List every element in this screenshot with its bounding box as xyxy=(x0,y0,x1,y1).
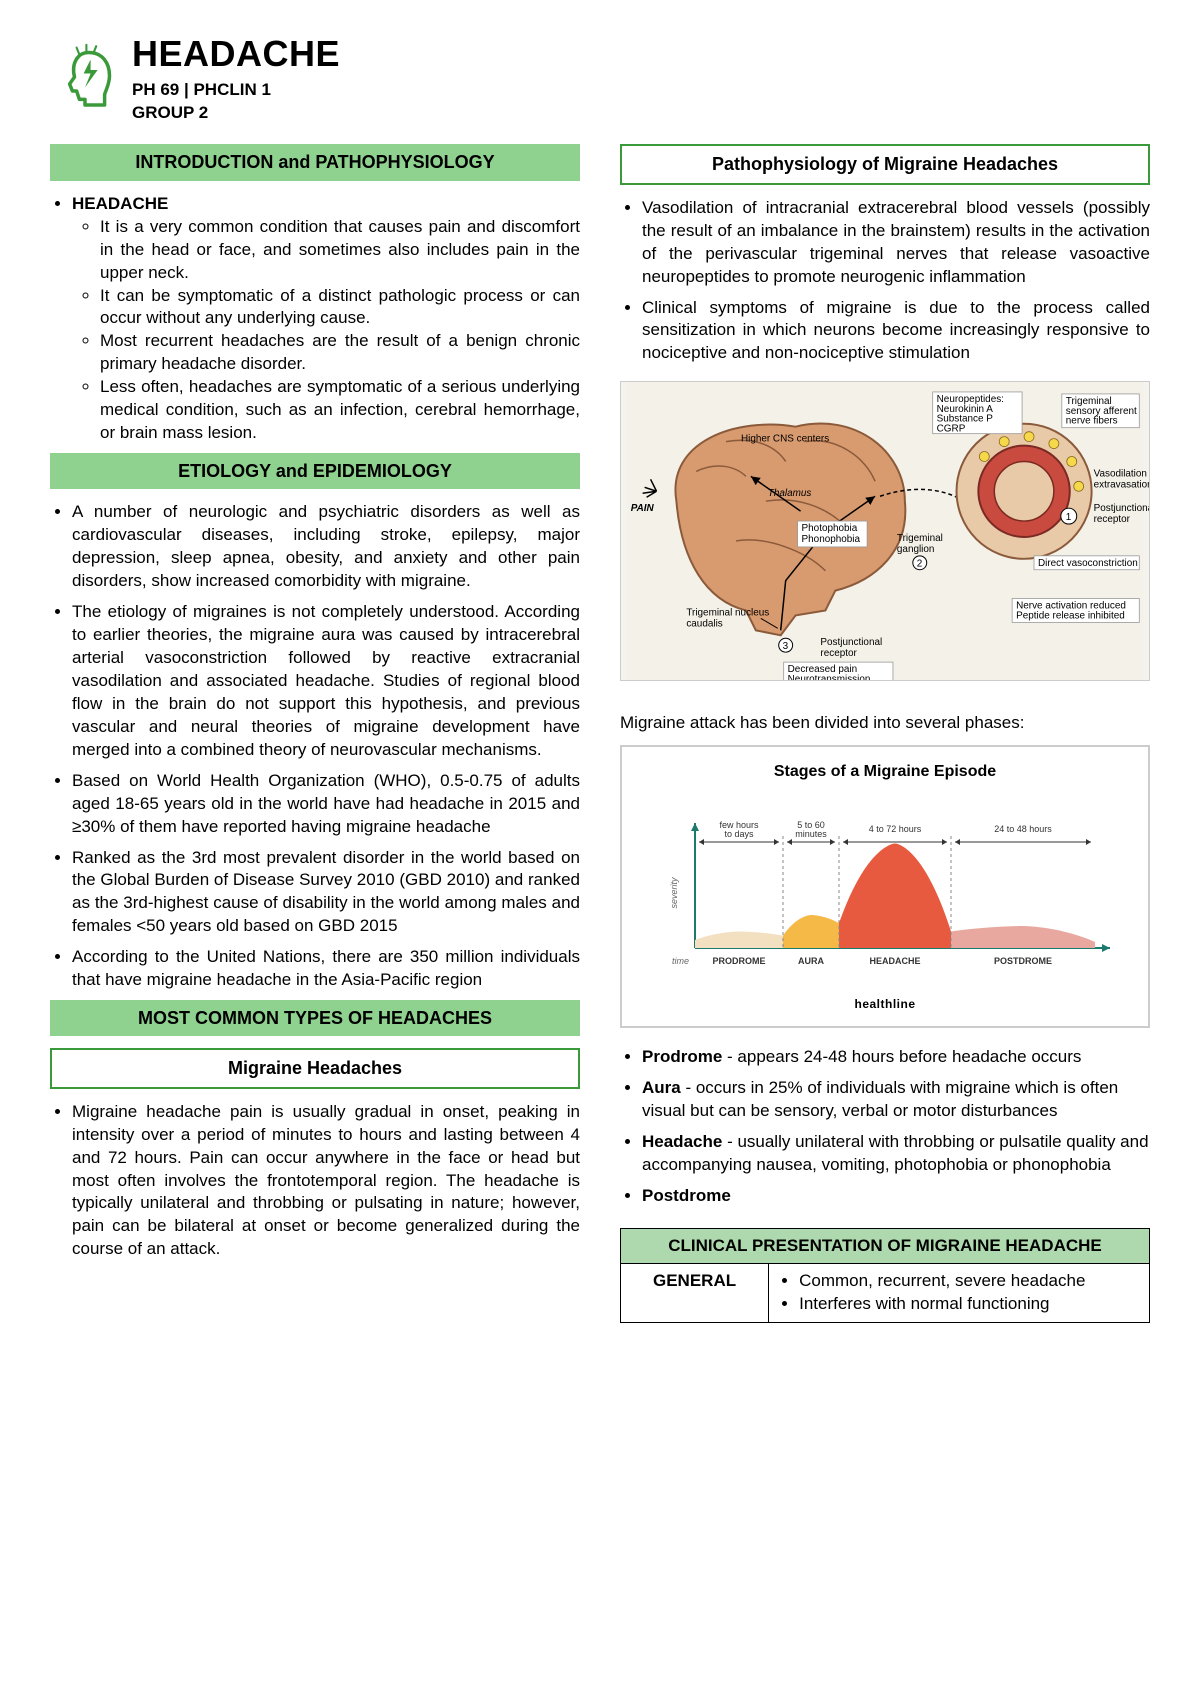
table-row-content: Common, recurrent, severe headacheInterf… xyxy=(769,1264,1150,1323)
svg-text:Neurotransmission: Neurotransmission xyxy=(788,674,871,681)
head-lightning-icon xyxy=(50,42,120,112)
table-row-label: GENERAL xyxy=(621,1264,769,1323)
list-item: Interferes with normal functioning xyxy=(799,1293,1139,1316)
list-item: Vasodilation of intracranial extracerebr… xyxy=(642,197,1150,289)
svg-text:24 to 48 hours: 24 to 48 hours xyxy=(994,824,1052,834)
svg-text:caudalis: caudalis xyxy=(686,619,722,630)
svg-text:Postjunctional: Postjunctional xyxy=(820,638,882,649)
phase-item: Prodrome - appears 24-48 hours before he… xyxy=(642,1046,1150,1069)
svg-text:Phonophobia: Phonophobia xyxy=(802,534,861,545)
svg-text:Vasodilation: Vasodilation xyxy=(1094,469,1147,480)
section-common-types: MOST COMMON TYPES OF HEADACHES xyxy=(50,1000,580,1036)
svg-text:AURA: AURA xyxy=(798,956,824,966)
svg-text:to days: to days xyxy=(724,829,754,839)
stages-caption: Migraine attack has been divided into se… xyxy=(620,712,1150,735)
headache-heading: HEADACHE xyxy=(72,194,168,213)
svg-text:1: 1 xyxy=(1066,512,1072,523)
svg-text:time: time xyxy=(672,956,689,966)
phase-item: Aura - occurs in 25% of individuals with… xyxy=(642,1077,1150,1123)
list-item: Clinical symptoms of migraine is due to … xyxy=(642,297,1150,366)
svg-text:ganglion: ganglion xyxy=(897,544,935,555)
svg-text:Thalamus: Thalamus xyxy=(768,489,812,500)
svg-text:Direct vasoconstriction: Direct vasoconstriction xyxy=(1038,558,1138,569)
list-item: It is a very common condition that cause… xyxy=(100,216,580,285)
left-column: INTRODUCTION and PATHOPHYSIOLOGY HEADACH… xyxy=(50,136,580,1323)
svg-text:HEADACHE: HEADACHE xyxy=(869,956,920,966)
list-item: The etiology of migraines is not complet… xyxy=(72,601,580,762)
list-item: It can be symptomatic of a distinct path… xyxy=(100,285,580,331)
page-header: HEADACHE PH 69 | PHCLIN 1 GROUP 2 xyxy=(50,30,1150,124)
svg-text:4 to 72 hours: 4 to 72 hours xyxy=(869,824,922,834)
main-title: HEADACHE xyxy=(132,30,340,79)
list-item: A number of neurologic and psychiatric d… xyxy=(72,501,580,593)
svg-text:3: 3 xyxy=(783,642,789,653)
patho-list: Vasodilation of intracranial extracerebr… xyxy=(620,197,1150,366)
svg-text:extravasation: extravasation xyxy=(1094,480,1150,491)
list-item: Migraine headache pain is usually gradua… xyxy=(72,1101,580,1262)
etiology-list: A number of neurologic and psychiatric d… xyxy=(50,501,580,992)
svg-text:minutes: minutes xyxy=(795,829,827,839)
brain-pathway-diagram: PAIN Thalamus Higher CNS centers Photoph… xyxy=(620,381,1150,681)
svg-text:POSTDROME: POSTDROME xyxy=(994,956,1052,966)
subtitle-1: PH 69 | PHCLIN 1 xyxy=(132,79,340,102)
stages-chart-box: Stages of a Migraine Episode PRODROMEfew… xyxy=(620,745,1150,1028)
list-item: Common, recurrent, severe headache xyxy=(799,1270,1139,1293)
svg-text:Trigeminal nucleus: Trigeminal nucleus xyxy=(686,608,769,619)
phase-list: Prodrome - appears 24-48 hours before he… xyxy=(620,1046,1150,1208)
svg-text:Postjunctional: Postjunctional xyxy=(1094,503,1150,514)
svg-text:receptor: receptor xyxy=(1094,514,1131,525)
phase-item: Postdrome xyxy=(642,1185,1150,1208)
svg-text:PAIN: PAIN xyxy=(631,503,655,514)
svg-text:Trigeminal: Trigeminal xyxy=(897,533,943,544)
svg-text:PRODROME: PRODROME xyxy=(712,956,765,966)
section-intro-patho: INTRODUCTION and PATHOPHYSIOLOGY xyxy=(50,144,580,180)
svg-text:receptor: receptor xyxy=(820,648,857,659)
svg-text:severity: severity xyxy=(669,877,679,909)
list-item: Based on World Health Organization (WHO)… xyxy=(72,770,580,839)
svg-text:Higher CNS centers: Higher CNS centers xyxy=(741,434,829,445)
title-block: HEADACHE PH 69 | PHCLIN 1 GROUP 2 xyxy=(132,30,340,124)
right-column: Pathophysiology of Migraine Headaches Va… xyxy=(620,136,1150,1323)
svg-text:2: 2 xyxy=(917,559,923,570)
list-item: Most recurrent headaches are the result … xyxy=(100,330,580,376)
stages-title: Stages of a Migraine Episode xyxy=(636,761,1134,783)
phase-item: Headache - usually unilateral with throb… xyxy=(642,1131,1150,1177)
svg-text:Peptide release inhibited: Peptide release inhibited xyxy=(1016,611,1125,622)
migraine-subheading: Migraine Headaches xyxy=(50,1048,580,1088)
svg-text:Photophobia: Photophobia xyxy=(802,523,858,534)
migraine-list: Migraine headache pain is usually gradua… xyxy=(50,1101,580,1262)
clinical-presentation-table: CLINICAL PRESENTATION OF MIGRAINE HEADAC… xyxy=(620,1228,1150,1324)
list-item: Ranked as the 3rd most prevalent disorde… xyxy=(72,847,580,939)
headache-sublist: It is a very common condition that cause… xyxy=(72,216,580,445)
table-title: CLINICAL PRESENTATION OF MIGRAINE HEADAC… xyxy=(621,1228,1150,1264)
stages-credit: healthline xyxy=(636,996,1134,1012)
list-item: Less often, headaches are symptomatic of… xyxy=(100,376,580,445)
svg-text:CGRP: CGRP xyxy=(937,424,966,435)
svg-text:nerve fibers: nerve fibers xyxy=(1066,416,1118,427)
stages-chart: PRODROMEfew hoursto daysAURA5 to 60minut… xyxy=(636,793,1134,983)
patho-box: Pathophysiology of Migraine Headaches xyxy=(620,144,1150,184)
subtitle-2: GROUP 2 xyxy=(132,102,340,125)
headache-list: HEADACHE It is a very common condition t… xyxy=(50,193,580,445)
list-item: According to the United Nations, there a… xyxy=(72,946,580,992)
section-etiology: ETIOLOGY and EPIDEMIOLOGY xyxy=(50,453,580,489)
